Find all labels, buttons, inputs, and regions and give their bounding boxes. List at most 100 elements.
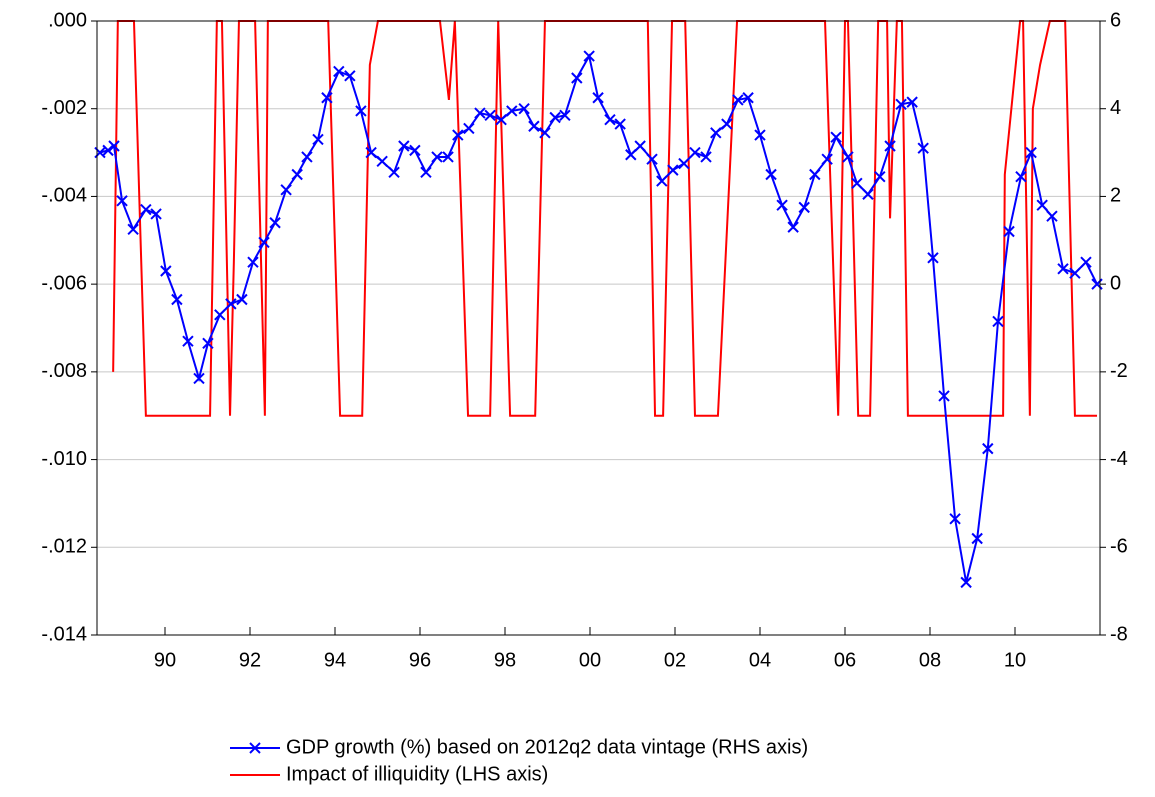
point-marker [1015,170,1027,183]
point-marker [376,155,388,168]
legend-label: GDP growth (%) based on 2012q2 data vint… [286,736,808,758]
point-marker [301,151,313,163]
point-marker [884,140,896,152]
point-marker [518,103,530,115]
point-marker [1036,199,1048,211]
point-marker [732,94,744,106]
y-tick-label: -.004 [41,185,87,207]
point-marker [614,118,626,130]
point-marker [678,157,690,170]
x-tick-label: 08 [919,649,941,671]
point-marker [667,164,679,176]
point-marker [917,142,929,154]
y-tick-label: .000 [48,9,87,31]
point-marker [634,140,646,152]
point-marker [140,203,152,216]
point-marker [776,199,788,211]
point-marker [539,127,551,139]
point-marker [452,129,464,141]
x-tick-label: 04 [749,649,771,671]
point-marker [365,146,377,159]
legend-marker [249,742,261,754]
point-marker [798,201,810,214]
x-tick-label: 98 [494,649,516,671]
y2-tick-label: 4 [1110,97,1121,119]
point-marker [809,168,821,181]
point-marker [625,149,637,161]
y-tick-label: -.010 [41,448,87,470]
y2-tick-label: -8 [1110,623,1128,645]
point-marker [842,151,854,163]
point-marker [116,195,128,207]
point-marker [906,96,918,108]
x-tick-label: 92 [239,649,261,671]
point-marker [344,70,356,82]
point-marker [102,144,114,157]
point-marker [700,151,712,163]
point-marker [1057,263,1069,275]
point-marker [689,146,701,159]
point-marker [830,131,842,143]
point-marker [474,107,486,119]
point-marker [409,144,421,157]
point-marker [495,113,507,126]
point-marker [398,140,410,152]
point-marker [442,151,454,163]
point-marker [949,513,961,525]
point-marker [420,166,432,179]
y2-tick-label: -4 [1110,448,1128,470]
point-marker [549,111,561,124]
point-marker [321,92,333,104]
point-marker [355,105,367,117]
y-tick-label: -.008 [41,360,87,382]
point-marker [150,208,162,220]
x-tick-label: 02 [664,649,686,671]
point-marker [710,127,722,139]
point-marker [592,92,604,104]
point-marker [938,390,950,402]
point-marker [571,72,583,84]
point-marker [821,153,833,165]
point-marker [646,153,658,165]
point-marker [506,105,518,117]
y-tick-label: -.014 [41,623,87,645]
point-marker [559,109,571,122]
point-marker [214,309,226,321]
point-marker [583,50,595,62]
x-tick-label: 94 [324,649,346,671]
point-marker [895,98,907,111]
point-marker [193,372,205,385]
legend-label: Impact of illiquidity (LHS axis) [286,763,548,785]
point-marker [971,532,983,545]
point-marker [765,168,777,181]
point-marker [388,166,400,179]
point-marker [247,256,259,268]
point-marker [291,168,303,181]
point-marker [431,151,443,163]
point-marker [484,109,496,122]
y-tick-label: -.012 [41,536,87,558]
x-tick-label: 96 [409,649,431,671]
point-marker [1025,146,1037,159]
plot-frame [96,20,1101,636]
point-marker [960,576,972,589]
y2-tick-label: 2 [1110,185,1121,207]
point-marker [742,92,754,104]
point-marker [721,118,733,130]
point-marker [992,315,1004,328]
point-marker [280,184,292,196]
point-marker [333,65,345,78]
point-marker [1046,210,1058,222]
x-tick-label: 10 [1004,649,1026,671]
point-marker [202,337,214,350]
y2-tick-label: 0 [1110,272,1121,294]
point-marker [312,133,324,146]
point-marker [171,293,183,306]
point-marker [754,129,766,141]
point-marker [1069,267,1081,279]
point-marker [225,298,237,310]
x-tick-label: 00 [579,649,601,671]
point-marker [1003,225,1015,238]
y2-tick-label: 6 [1110,9,1121,31]
